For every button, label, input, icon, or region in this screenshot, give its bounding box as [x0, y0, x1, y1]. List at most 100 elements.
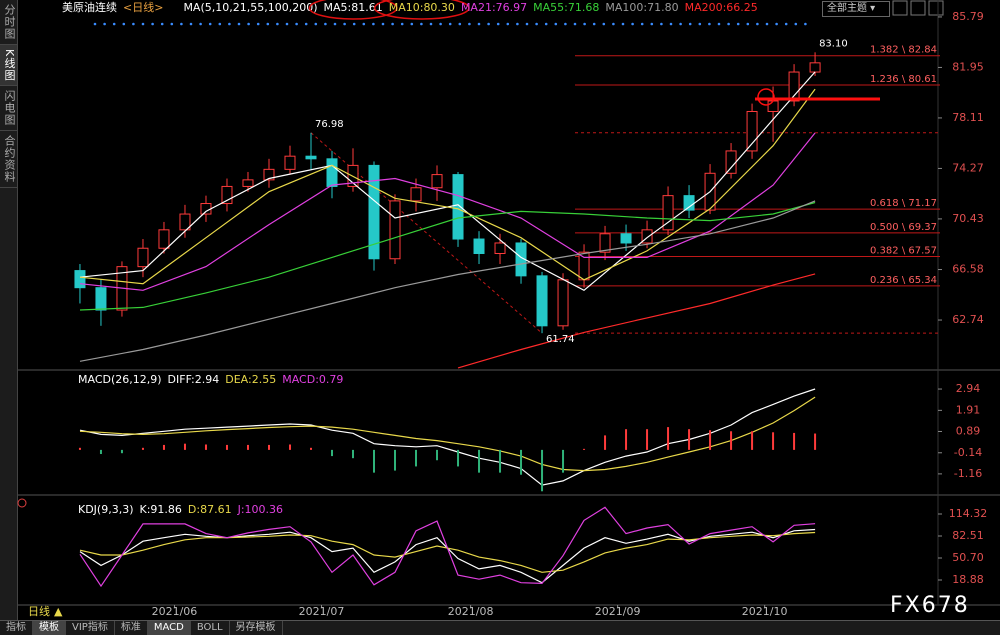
x-tick-label: 2021/10 [742, 605, 788, 618]
toolbar-tab[interactable]: 另存模板 [230, 621, 283, 635]
legend-entry: MA21:76.97 [461, 1, 527, 14]
toolbar-tab[interactable]: BOLL [191, 621, 230, 635]
highlight-ellipse [373, 0, 470, 20]
marker-dot [477, 22, 481, 26]
candle-body [767, 100, 779, 112]
series-line [79, 71, 816, 292]
period-button[interactable]: 日线 [28, 604, 50, 618]
theme-label: 全部主题 [827, 3, 867, 14]
fib-label: 0.618 \ 71.17 [870, 198, 937, 209]
candle-body [221, 185, 233, 205]
x-tick-label: 2021/08 [448, 605, 494, 618]
candle-body [641, 229, 653, 244]
candle-body [809, 62, 821, 73]
y-tick-label: 62.74 [952, 313, 984, 326]
marker-dot [266, 22, 270, 26]
candle-body [179, 213, 191, 231]
marker-dot [621, 22, 625, 26]
candle-body [389, 200, 401, 260]
marker-dot [160, 22, 164, 26]
marker-dot [276, 22, 279, 26]
toolbar-tab[interactable]: 指标 [0, 621, 33, 635]
chart: 日线 ▲ FX678 85.79 81.95 78.11 74.27 70.43 66.5… [17, 0, 1000, 618]
marker-dot [688, 22, 692, 26]
candle-body [599, 233, 611, 253]
marker-dot [535, 22, 538, 26]
candle-body [284, 155, 296, 170]
candle-body [137, 247, 149, 268]
marker-dot [784, 22, 788, 26]
marker-dot [804, 22, 807, 26]
fib-label: 0.500 \ 69.37 [870, 222, 937, 233]
candle-body [578, 251, 590, 281]
marker-dot [583, 22, 586, 26]
marker-dot [410, 22, 414, 26]
marker-dot [727, 22, 730, 26]
fib-label: 1.382 \ 82.84 [870, 45, 937, 56]
y-tick-label: 70.43 [952, 212, 984, 225]
marker-dot [756, 22, 759, 26]
highlight-ellipse [308, 0, 398, 20]
marker-dot [496, 22, 500, 26]
toolbar-tab[interactable]: 模板 [33, 621, 66, 635]
sidebar-tab[interactable]: 分时图 [0, 0, 17, 45]
indicator-label: MA(5,10,21,55,100,200) [183, 1, 317, 14]
sidebar-tab[interactable]: 合约资料 [0, 131, 17, 189]
series-line [79, 531, 816, 573]
candle-body [305, 155, 317, 160]
icon[interactable] [17, 498, 27, 508]
marker-dot [400, 22, 404, 26]
marker-dot [573, 22, 577, 26]
candle-body [746, 110, 758, 152]
marker-dot [122, 22, 126, 26]
marker-dot [247, 22, 250, 26]
sidebar-tab[interactable]: 闪电图 [0, 86, 17, 132]
marker-dot [343, 22, 346, 26]
sidebar-tab[interactable]: K线图 [0, 45, 17, 87]
marker-dot [448, 22, 452, 26]
marker-dot [602, 22, 606, 26]
icon[interactable] [910, 0, 926, 16]
marker-dot [612, 22, 615, 26]
candle-body [494, 242, 506, 254]
trend-line [310, 132, 543, 334]
icon[interactable] [892, 0, 908, 16]
y-tick-label: -0.14 [954, 446, 982, 459]
theme-select[interactable]: 全部主题 ▾ [822, 1, 890, 17]
legend-entry: DEA:2.55 [225, 373, 276, 386]
toolbar-tab[interactable]: 标准 [115, 621, 148, 635]
y-tick-label: 66.58 [952, 263, 984, 276]
candle-body [473, 238, 485, 254]
toolbar-tab[interactable]: VIP指标 [66, 621, 115, 635]
y-tick-label: 0.89 [956, 424, 981, 437]
chart-title: MACD(26,12,9) [78, 373, 162, 386]
marker-dot [189, 22, 193, 26]
candle-body [431, 174, 443, 189]
legend-entry: MA55:71.68 [533, 1, 599, 14]
marker-dot [256, 22, 260, 26]
marker-dot [554, 22, 558, 26]
marker-dot [650, 22, 654, 26]
candle-body [242, 179, 254, 187]
toolbar-tab[interactable]: MACD [147, 621, 191, 635]
legend-entry: MA100:71.80 [605, 1, 678, 14]
marker-dot [765, 22, 769, 26]
marker-dot [698, 22, 702, 26]
marker-dot [525, 22, 529, 26]
fib-label: 1.236 \ 80.61 [870, 74, 937, 85]
candle-body [326, 158, 338, 187]
candle-body [263, 168, 275, 181]
marker-dot [708, 22, 711, 26]
candle-body [662, 195, 674, 231]
series-line [79, 201, 816, 311]
marker-dot [736, 22, 740, 26]
legend-entry: K:91.86 [140, 503, 182, 516]
legend-entry: MA10:80.30 [389, 1, 455, 14]
highlight-circle [757, 88, 775, 106]
watermark: FX678 [890, 593, 970, 618]
icon[interactable] [928, 0, 944, 16]
legend-entry: MA200:66.25 [685, 1, 758, 14]
chart-title: KDJ(9,3,3) [78, 503, 134, 516]
marker-dot [372, 22, 375, 26]
series-line [79, 132, 816, 291]
